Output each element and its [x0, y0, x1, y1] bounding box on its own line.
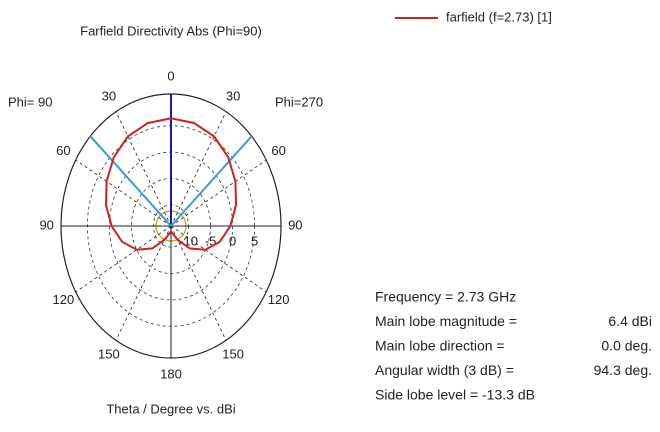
theta-tick-label: 150 [222, 347, 244, 362]
info-label: Main lobe magnitude = [375, 313, 517, 329]
r-tick-label: -10 [179, 233, 198, 248]
left-label: Phi= 90 [8, 94, 52, 109]
theta-tick-label: 150 [98, 347, 120, 362]
theta-tick-label: 60 [271, 143, 285, 158]
r-tick-label: -5 [205, 233, 217, 248]
theta-tick-label: 120 [268, 292, 290, 307]
theta-tick-label: 120 [53, 292, 75, 307]
theta-tick-label: 0 [167, 68, 174, 83]
grid-spoke [170, 111, 227, 227]
info-value: 94.3 deg. [594, 362, 652, 378]
info-label: Frequency = 2.73 GHz [375, 289, 516, 305]
x-axis-label: Theta / Degree vs. dBi [106, 401, 235, 416]
theta-tick-label: 90 [39, 217, 53, 232]
grid-spoke [75, 159, 172, 227]
theta-tick-label: 60 [56, 143, 70, 158]
theta-tick-label: 30 [102, 88, 116, 103]
series-line [104, 117, 238, 251]
r-tick-label: 5 [251, 233, 258, 248]
info-label: Side lobe level = -13.3 dB [375, 387, 535, 403]
beam-edge-line [89, 135, 172, 227]
theta-tick-label: 180 [160, 367, 182, 382]
right-label: Phi=270 [275, 94, 323, 109]
info-value: 0.0 deg. [601, 338, 652, 354]
grid-spoke [75, 225, 172, 293]
info-value: 6.4 dBi [608, 313, 652, 329]
beam-edge-line [170, 135, 253, 227]
chart-title: Farfield Directivity Abs (Phi=90) [80, 23, 262, 38]
r-tick-label: 0 [229, 233, 236, 248]
theta-tick-label: 90 [288, 217, 302, 232]
grid-spoke [170, 159, 267, 227]
theta-tick-label: 30 [226, 88, 240, 103]
info-label: Angular width (3 dB) = [375, 362, 514, 378]
grid-spoke [170, 225, 267, 293]
legend-label: farfield (f=2.73) [1] [446, 9, 552, 24]
info-label: Main lobe direction = [375, 338, 505, 354]
grid-spoke [115, 111, 172, 227]
